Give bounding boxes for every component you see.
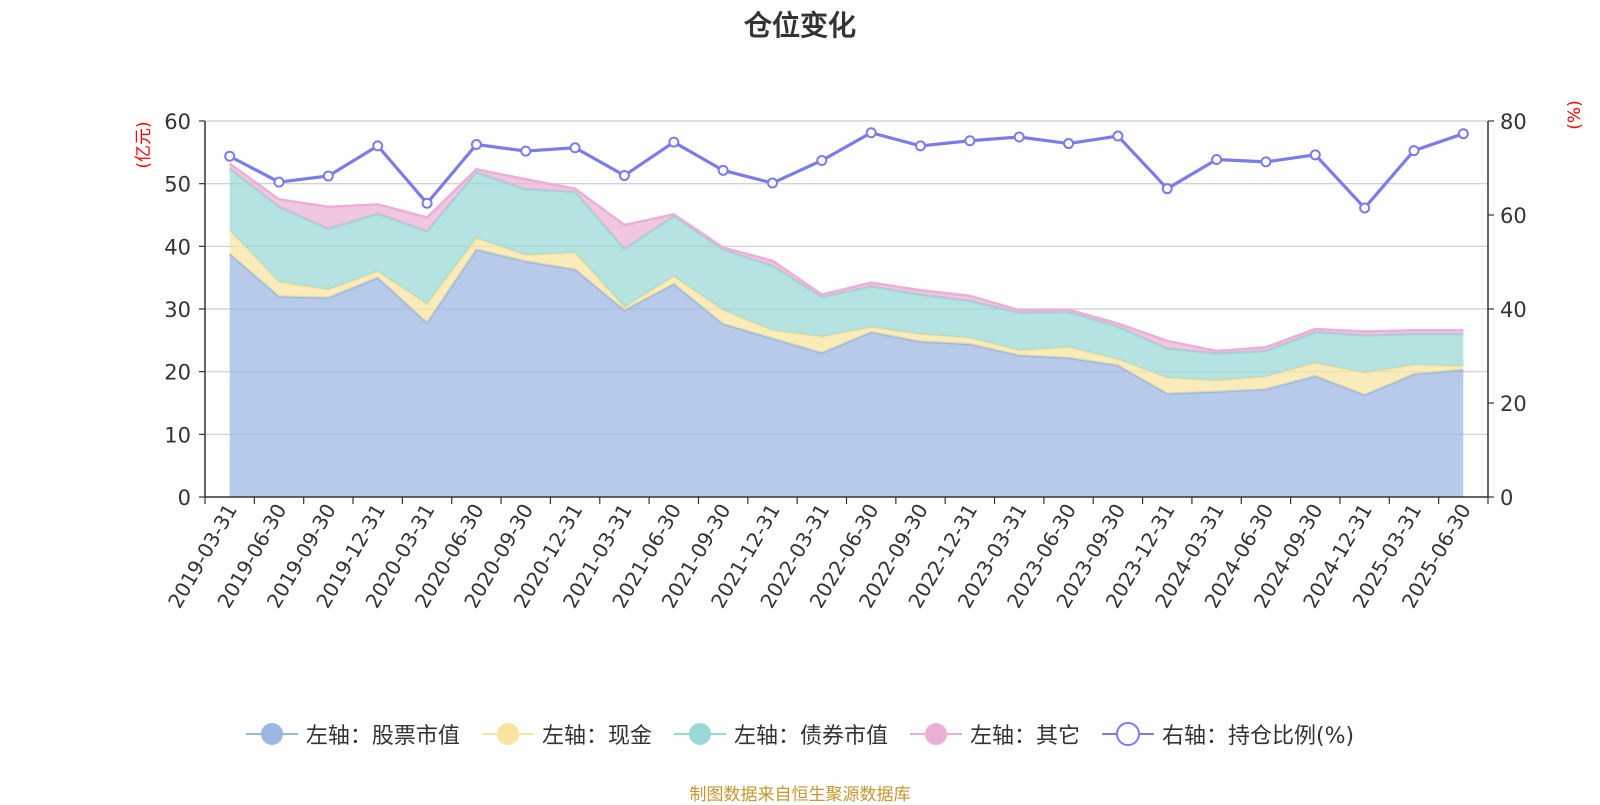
ratio-point[interactable] xyxy=(865,127,877,139)
ratio-point[interactable] xyxy=(1013,131,1025,143)
ratio-point[interactable] xyxy=(668,136,680,148)
legend-other-icon xyxy=(909,723,962,745)
ratio-point[interactable] xyxy=(1408,145,1420,157)
ratio-line xyxy=(224,127,1469,214)
legend-label: 左轴：现金 xyxy=(541,724,652,749)
ratio-point[interactable] xyxy=(1457,128,1469,140)
legend-stock-icon xyxy=(245,723,298,745)
ratio-point[interactable] xyxy=(964,135,976,147)
left-tick-label: 60 xyxy=(164,110,191,134)
right-axis-unit: (%) xyxy=(1565,100,1585,129)
left-tick-label: 10 xyxy=(164,423,191,447)
ratio-point[interactable] xyxy=(273,176,285,188)
legend-item-cash[interactable]: 左轴：现金 xyxy=(481,718,652,750)
ratio-point[interactable] xyxy=(520,145,532,157)
ratio-point[interactable] xyxy=(372,140,384,152)
ratio-point[interactable] xyxy=(421,197,433,209)
right-tick-label: 40 xyxy=(1500,298,1527,322)
left-tick-label: 50 xyxy=(164,173,191,197)
legend-bond-icon xyxy=(673,723,726,745)
left-tick-label: 0 xyxy=(178,486,191,510)
legend: 左轴：股票市值 左轴：现金 左轴：债券市值 左轴：其它 右轴：持仓比例(%) xyxy=(0,714,1600,754)
legend-ratio-icon xyxy=(1101,722,1154,746)
ratio-point[interactable] xyxy=(1359,202,1371,214)
ratio-point[interactable] xyxy=(618,170,630,182)
legend-label: 左轴：债券市值 xyxy=(733,724,888,749)
ratio-point[interactable] xyxy=(569,142,581,154)
legend-item-bond[interactable]: 左轴：债券市值 xyxy=(673,718,888,750)
left-tick-label: 20 xyxy=(164,361,191,385)
legend-item-ratio[interactable]: 右轴：持仓比例(%) xyxy=(1101,718,1355,750)
ratio-point[interactable] xyxy=(717,164,729,176)
ratio-point[interactable] xyxy=(1211,154,1223,166)
legend-item-other[interactable]: 左轴：其它 xyxy=(909,718,1080,750)
area-左轴：股票市值 xyxy=(229,249,1464,497)
left-tick-label: 30 xyxy=(164,298,191,322)
ratio-point[interactable] xyxy=(224,150,236,162)
ratio-point[interactable] xyxy=(1112,130,1124,142)
chart-title: 仓位变化 xyxy=(743,9,856,42)
ratio-point[interactable] xyxy=(322,170,334,182)
area-左轴：债券市值 xyxy=(229,168,1464,381)
left-axis-unit: (亿元) xyxy=(134,121,154,168)
area-edge-左轴：其它 xyxy=(228,162,1464,353)
right-tick-label: 20 xyxy=(1500,392,1527,416)
legend-item-stock[interactable]: 左轴：股票市值 xyxy=(245,718,460,750)
area-左轴：现金 xyxy=(229,230,1464,395)
data-source-note: 制图数据来自恒生聚源数据库 xyxy=(689,785,911,805)
right-tick-label: 80 xyxy=(1500,110,1527,134)
ratio-point[interactable] xyxy=(915,140,927,152)
ratio-point[interactable] xyxy=(1260,156,1272,168)
ratio-point[interactable] xyxy=(1309,149,1321,161)
legend-cash-icon xyxy=(481,723,534,745)
legend-label: 左轴：股票市值 xyxy=(305,724,460,749)
stacked-areas xyxy=(228,162,1464,497)
right-tick-label: 60 xyxy=(1500,204,1527,228)
ratio-point[interactable] xyxy=(1063,138,1075,150)
ratio-point[interactable] xyxy=(470,139,482,150)
ratio-line-path xyxy=(228,131,1464,211)
left-tick-label: 40 xyxy=(164,235,191,259)
ratio-point[interactable] xyxy=(766,177,778,189)
legend-label: 左轴：其它 xyxy=(969,724,1080,749)
ratio-point[interactable] xyxy=(1161,183,1173,195)
legend-label: 右轴：持仓比例(%) xyxy=(1161,724,1355,749)
right-tick-label: 0 xyxy=(1500,486,1513,510)
ratio-point[interactable] xyxy=(816,154,828,166)
